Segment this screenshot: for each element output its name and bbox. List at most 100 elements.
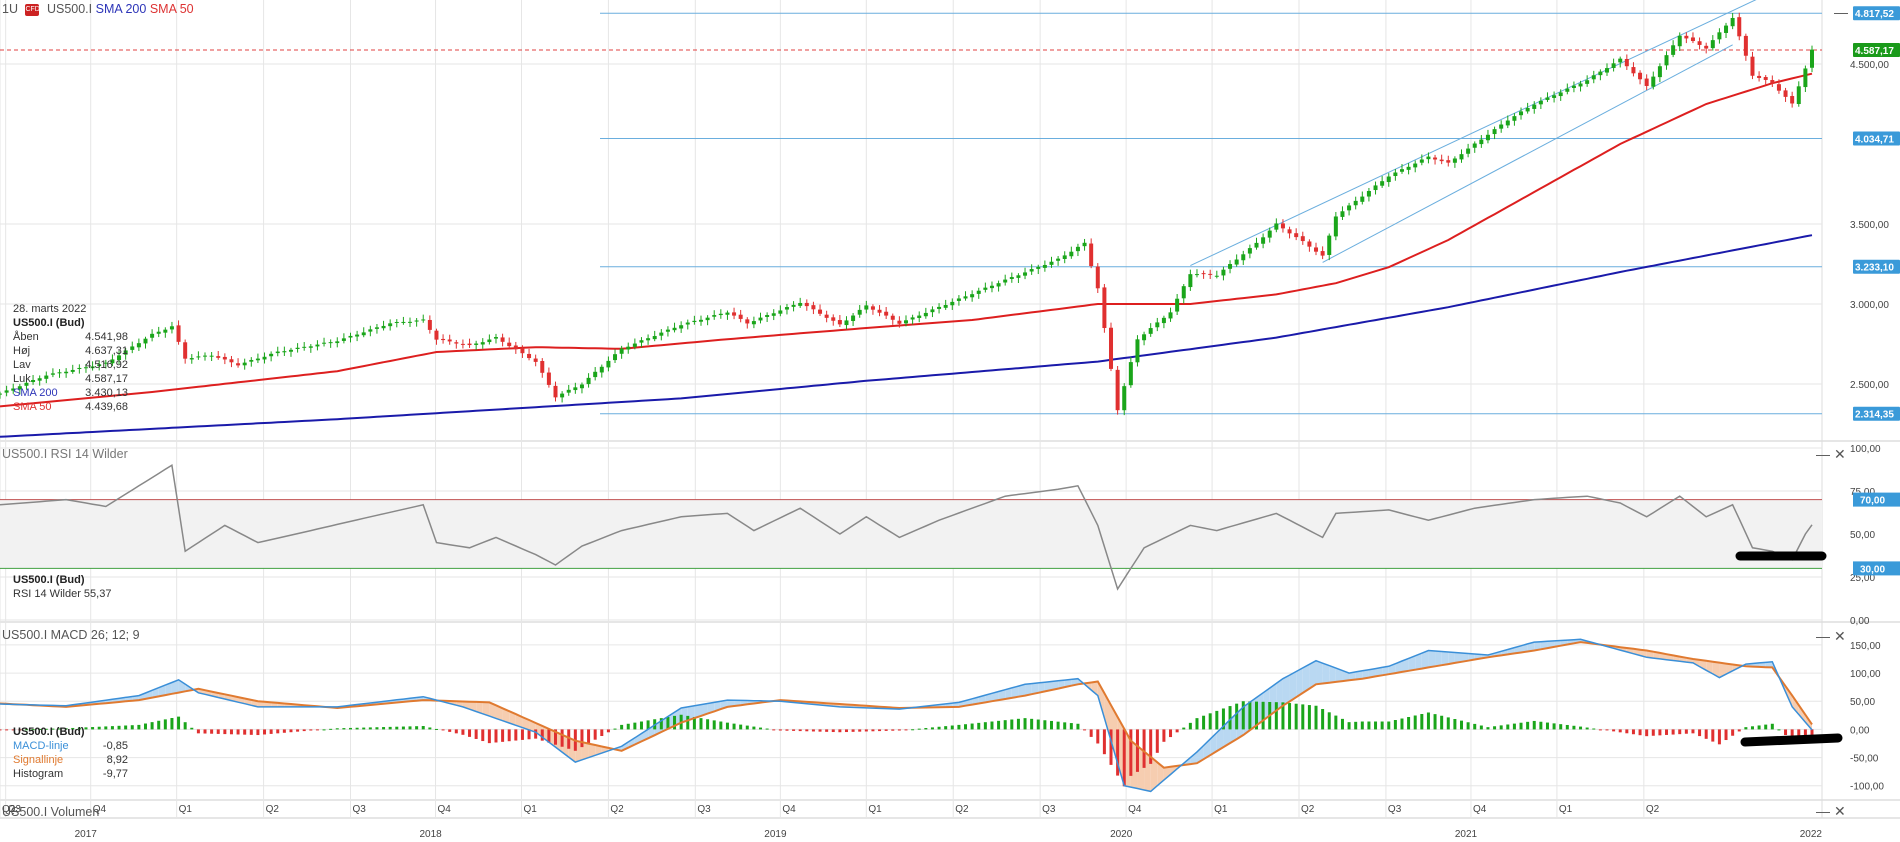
- candle-body: [1261, 237, 1266, 244]
- histogram-bar: [1056, 721, 1060, 730]
- candle-body: [83, 367, 88, 369]
- interval-label[interactable]: 1U: [2, 2, 18, 16]
- macd-fill: [515, 714, 523, 728]
- macd-fill: [482, 702, 490, 717]
- candle-body: [90, 366, 95, 369]
- candle-body: [1287, 229, 1292, 234]
- histogram-bar: [964, 724, 968, 730]
- histogram-bar: [1281, 702, 1285, 730]
- histogram-bar: [884, 729, 888, 731]
- histogram-bar: [1592, 728, 1596, 730]
- candle-body: [1009, 277, 1014, 280]
- candle-body: [70, 369, 75, 372]
- candle-body: [427, 319, 432, 330]
- candle-body: [1426, 156, 1431, 160]
- level-tag-label: 2.314,35: [1855, 410, 1894, 421]
- histogram-bar: [1135, 729, 1139, 772]
- candle-body: [1029, 269, 1034, 272]
- macd-fill: [1441, 651, 1449, 666]
- histogram-bar: [1407, 717, 1411, 730]
- candle-body: [1062, 255, 1067, 259]
- candle-body: [877, 309, 882, 313]
- candle-body: [1492, 129, 1497, 135]
- volume-minimize-button[interactable]: —: [1816, 803, 1830, 819]
- candle-body: [394, 321, 399, 323]
- histogram-bar: [1016, 718, 1020, 730]
- histogram-bar: [1340, 718, 1344, 730]
- candle-body: [1307, 241, 1312, 247]
- x-year-label: 2022: [1800, 829, 1823, 840]
- histogram-bar: [1109, 729, 1113, 765]
- histogram-bar: [1169, 729, 1173, 738]
- macd-minimize-button[interactable]: —: [1816, 628, 1830, 644]
- histogram-bar: [388, 726, 392, 730]
- histogram-bar: [831, 729, 835, 733]
- macd-fill: [667, 712, 675, 729]
- candle-body: [315, 344, 320, 347]
- y-tick-label: 25,00: [1850, 573, 1875, 584]
- macd-fill: [1243, 702, 1250, 736]
- x-tick-label: Q3: [1042, 804, 1056, 815]
- macd-fill: [171, 679, 179, 694]
- sma50-line: [0, 72, 1813, 408]
- sma200-label[interactable]: SMA 200: [95, 2, 147, 16]
- histogram-bar: [1360, 721, 1364, 730]
- histogram-bar: [1202, 715, 1206, 730]
- candle-body: [791, 304, 796, 307]
- candle-body: [0, 393, 2, 395]
- candle-body: [493, 337, 498, 339]
- histogram-bar: [1433, 714, 1437, 730]
- candle-body: [533, 358, 538, 362]
- rsi-minimize-button[interactable]: —: [1816, 446, 1830, 462]
- candle-body: [1089, 243, 1094, 267]
- x-year-label: 2018: [419, 829, 442, 840]
- macd-panel-title[interactable]: US500.I MACD 26; 12; 9: [2, 628, 140, 642]
- candle-body: [1452, 158, 1457, 163]
- rsi-close-button[interactable]: ✕: [1834, 446, 1846, 462]
- y-tick-label: 100,00: [1850, 444, 1881, 455]
- macd-fill: [1296, 667, 1303, 698]
- candle-body: [169, 326, 174, 330]
- macd-fill: [489, 702, 496, 719]
- candle-body: [1221, 269, 1226, 276]
- histogram-bar: [31, 729, 35, 731]
- macd-fill: [1025, 683, 1032, 696]
- histogram-bar: [58, 728, 62, 730]
- histogram-bar: [977, 722, 981, 730]
- macd-fill: [1699, 659, 1707, 671]
- chart-marks: [0, 0, 1843, 793]
- histogram-bar: [461, 729, 465, 735]
- candle-body: [1194, 274, 1199, 276]
- candle-body: [646, 338, 651, 341]
- histogram-bar: [911, 729, 915, 731]
- histogram-bar: [878, 729, 882, 732]
- volume-panel-title[interactable]: US500.I Volumen: [2, 805, 99, 819]
- legend-label: Høj: [13, 345, 31, 357]
- rsi-panel-title[interactable]: US500.I RSI 14 Wilder: [2, 447, 128, 461]
- macd-close-button[interactable]: ✕: [1834, 628, 1846, 644]
- histogram-bar: [686, 715, 690, 730]
- instrument-flag-icon: CFD: [25, 3, 40, 16]
- candle-body: [460, 343, 465, 345]
- histogram-bar: [421, 726, 425, 730]
- candle-body: [44, 375, 49, 379]
- candle-body: [1208, 273, 1213, 275]
- histogram-legend-value: -9,77: [102, 768, 128, 780]
- histogram-bar: [1426, 712, 1430, 730]
- histogram-bar: [587, 729, 591, 744]
- volume-close-button[interactable]: ✕: [1834, 803, 1846, 819]
- macd-fill: [178, 679, 186, 693]
- legend-row-high: Høj 4.637,31: [13, 344, 128, 358]
- main-minimize-button[interactable]: —: [1834, 4, 1848, 20]
- candle-body: [672, 327, 677, 331]
- sma50-label[interactable]: SMA 50: [149, 2, 194, 16]
- histogram-bar: [501, 729, 505, 742]
- candle-body: [196, 356, 201, 358]
- candle-body: [718, 313, 723, 316]
- histogram-bar: [620, 724, 624, 730]
- symbol-label[interactable]: US500.I: [46, 2, 93, 16]
- x-tick-label: Q2: [1646, 804, 1660, 815]
- macd-fill: [1216, 726, 1224, 752]
- histogram-bar: [1367, 721, 1371, 730]
